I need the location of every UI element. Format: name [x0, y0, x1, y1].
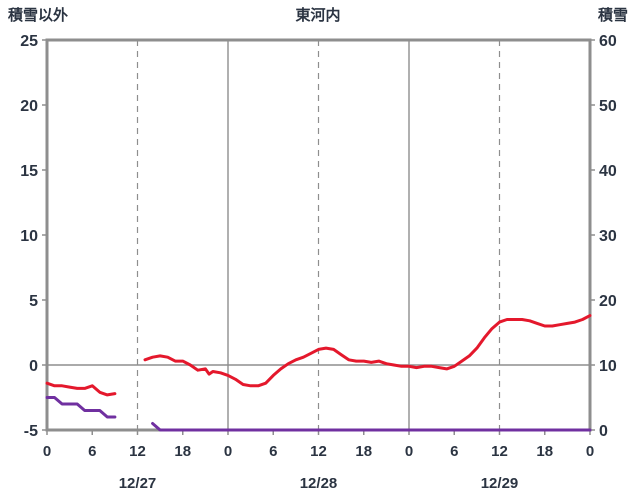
x-axis-hour-tick: 6: [88, 443, 96, 460]
left-axis-tick: 20: [20, 98, 38, 115]
right-axis-tick: 10: [599, 358, 617, 375]
right-axis-title: 積雪: [597, 7, 628, 24]
left-axis-tick: -5: [24, 423, 38, 440]
left-axis-tick: 10: [20, 228, 38, 245]
left-axis-tick: 25: [20, 33, 38, 50]
x-axis-hour-tick: 0: [43, 443, 51, 460]
x-axis-hour-tick: 18: [174, 443, 191, 460]
series-red-line: [45, 314, 592, 397]
x-axis-hour-tick: 6: [450, 443, 458, 460]
left-axis-tick: 0: [29, 358, 38, 375]
x-axis-hour-tick: 0: [224, 443, 232, 460]
right-axis-tick: 40: [599, 163, 617, 180]
right-axis-tick: 50: [599, 98, 617, 115]
x-axis-hour-tick: 18: [355, 443, 372, 460]
left-axis-tick: 5: [29, 293, 38, 310]
right-axis-tick: 30: [599, 228, 617, 245]
x-axis-hour-tick: 12: [491, 443, 508, 460]
x-axis-hour-tick: 6: [269, 443, 277, 460]
right-axis-tick: 20: [599, 293, 617, 310]
x-axis-hour-tick: 0: [586, 443, 594, 460]
x-axis-hour-tick: 18: [536, 443, 553, 460]
right-axis-tick: 0: [599, 423, 608, 440]
right-axis-tick: 60: [599, 33, 617, 50]
left-axis-tick: 15: [20, 163, 38, 180]
x-axis-date-label: 12/28: [300, 475, 338, 492]
x-axis-date-label: 12/27: [119, 475, 157, 492]
left-axis-title: 積雪以外: [8, 7, 69, 24]
series-purple-line: [45, 396, 592, 432]
x-axis-hour-tick: 12: [129, 443, 146, 460]
chart-title: 東河内: [295, 7, 341, 24]
x-axis-hour-tick: 12: [310, 443, 327, 460]
x-axis-hour-tick: 0: [405, 443, 413, 460]
gridlines: [47, 40, 590, 430]
x-axis-date-label: 12/29: [481, 475, 519, 492]
